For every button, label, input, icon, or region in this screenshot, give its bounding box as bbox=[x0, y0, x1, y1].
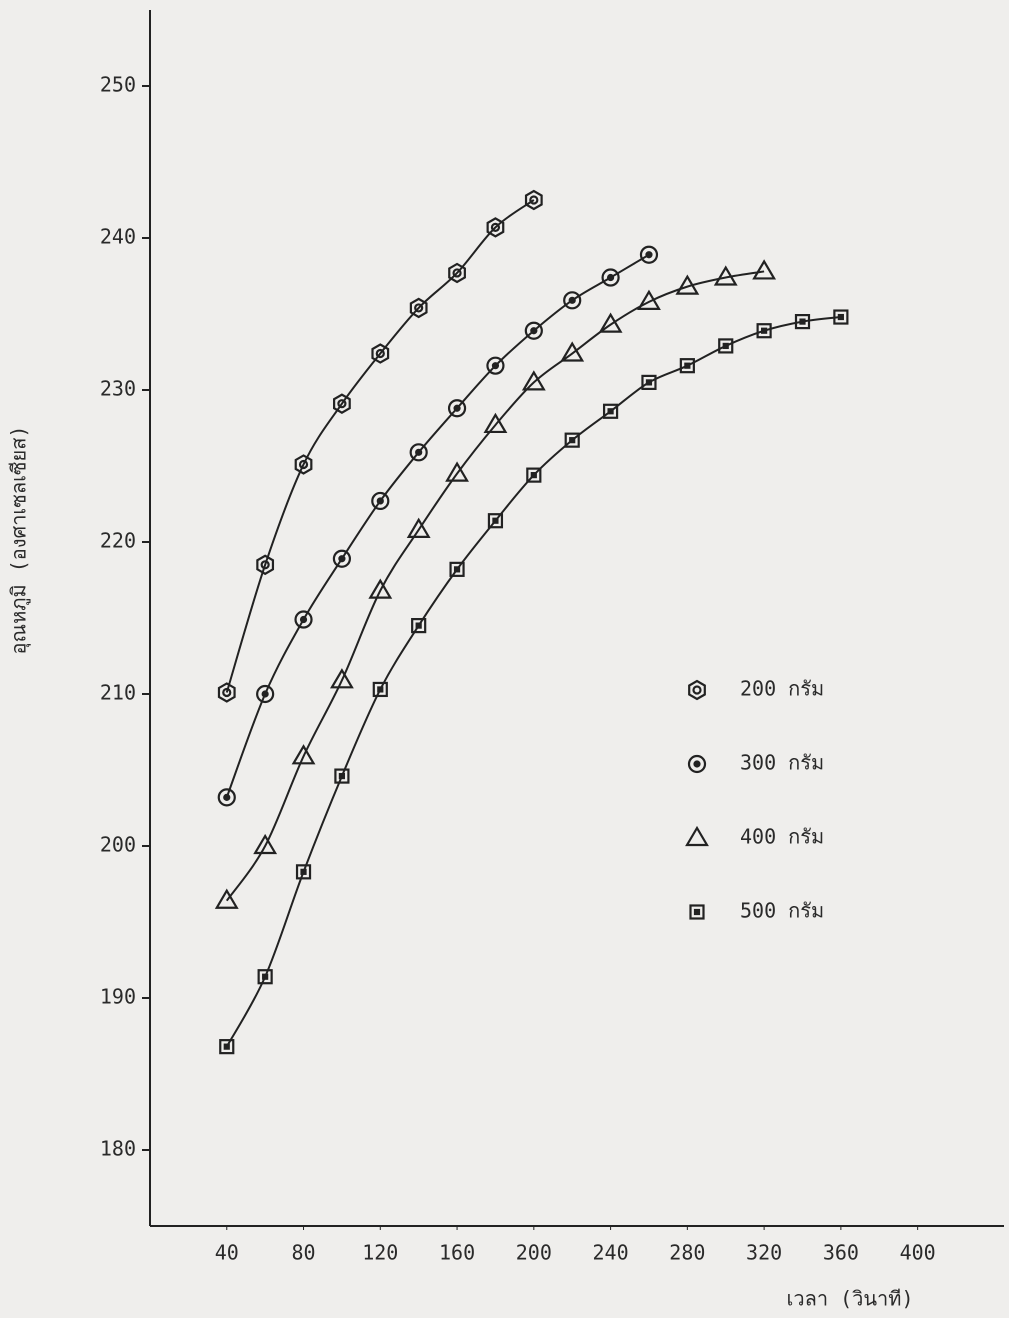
marker-part bbox=[493, 363, 498, 368]
marker-part bbox=[417, 624, 421, 628]
x-tick-label: 120 bbox=[362, 1241, 398, 1265]
x-tick-label: 40 bbox=[215, 1241, 239, 1265]
marker-part bbox=[263, 692, 268, 697]
marker-part bbox=[609, 409, 613, 413]
marker-part bbox=[800, 320, 804, 324]
x-tick-label: 160 bbox=[439, 1241, 475, 1265]
marker-part bbox=[263, 975, 267, 979]
legend-label: 300 กรัม bbox=[740, 751, 824, 775]
marker-part bbox=[695, 762, 700, 767]
marker-part bbox=[339, 556, 344, 561]
legend-label: 500 กรัม bbox=[740, 899, 824, 923]
y-tick-label: 240 bbox=[100, 225, 136, 249]
y-tick-label: 250 bbox=[100, 73, 136, 97]
marker-part bbox=[647, 380, 651, 384]
paper bbox=[0, 0, 1009, 1318]
marker-part bbox=[724, 344, 728, 348]
x-tick-label: 80 bbox=[291, 1241, 315, 1265]
marker-part bbox=[685, 364, 689, 368]
y-axis-label: อุณหภูมิ (องศาเซลเซียส) bbox=[7, 426, 32, 655]
marker-part bbox=[762, 329, 766, 333]
marker-part bbox=[532, 473, 536, 477]
marker-part bbox=[695, 910, 699, 914]
marker-part bbox=[646, 252, 651, 257]
marker-part bbox=[225, 1045, 229, 1049]
y-tick-label: 230 bbox=[100, 377, 136, 401]
marker-part bbox=[455, 567, 459, 571]
y-tick-label: 180 bbox=[100, 1137, 136, 1161]
x-tick-label: 280 bbox=[669, 1241, 705, 1265]
marker-part bbox=[340, 774, 344, 778]
y-tick-label: 190 bbox=[100, 985, 136, 1009]
legend-label: 200 กรัม bbox=[740, 677, 824, 701]
marker-part bbox=[839, 315, 843, 319]
marker-part bbox=[301, 617, 306, 622]
marker-part bbox=[570, 298, 575, 303]
marker-part bbox=[531, 328, 536, 333]
x-tick-label: 200 bbox=[516, 1241, 552, 1265]
marker-part bbox=[455, 406, 460, 411]
marker-part bbox=[224, 795, 229, 800]
marker-part bbox=[378, 498, 383, 503]
x-axis-label: เวลา (วินาที) bbox=[787, 1287, 914, 1311]
x-tick-label: 320 bbox=[746, 1241, 782, 1265]
marker-part bbox=[302, 870, 306, 874]
legend-label: 400 กรัม bbox=[740, 825, 824, 849]
y-tick-label: 210 bbox=[100, 681, 136, 705]
x-tick-label: 400 bbox=[900, 1241, 936, 1265]
marker-part bbox=[416, 450, 421, 455]
y-tick-label: 220 bbox=[100, 529, 136, 553]
x-tick-label: 360 bbox=[823, 1241, 859, 1265]
marker-part bbox=[378, 687, 382, 691]
x-tick-label: 240 bbox=[593, 1241, 629, 1265]
y-tick-label: 200 bbox=[100, 833, 136, 857]
marker-part bbox=[493, 519, 497, 523]
marker-part bbox=[570, 438, 574, 442]
chart: เวลา (วินาที) อุณหภูมิ (องศาเซลเซียส) 18… bbox=[0, 0, 1009, 1318]
marker-part bbox=[608, 275, 613, 280]
